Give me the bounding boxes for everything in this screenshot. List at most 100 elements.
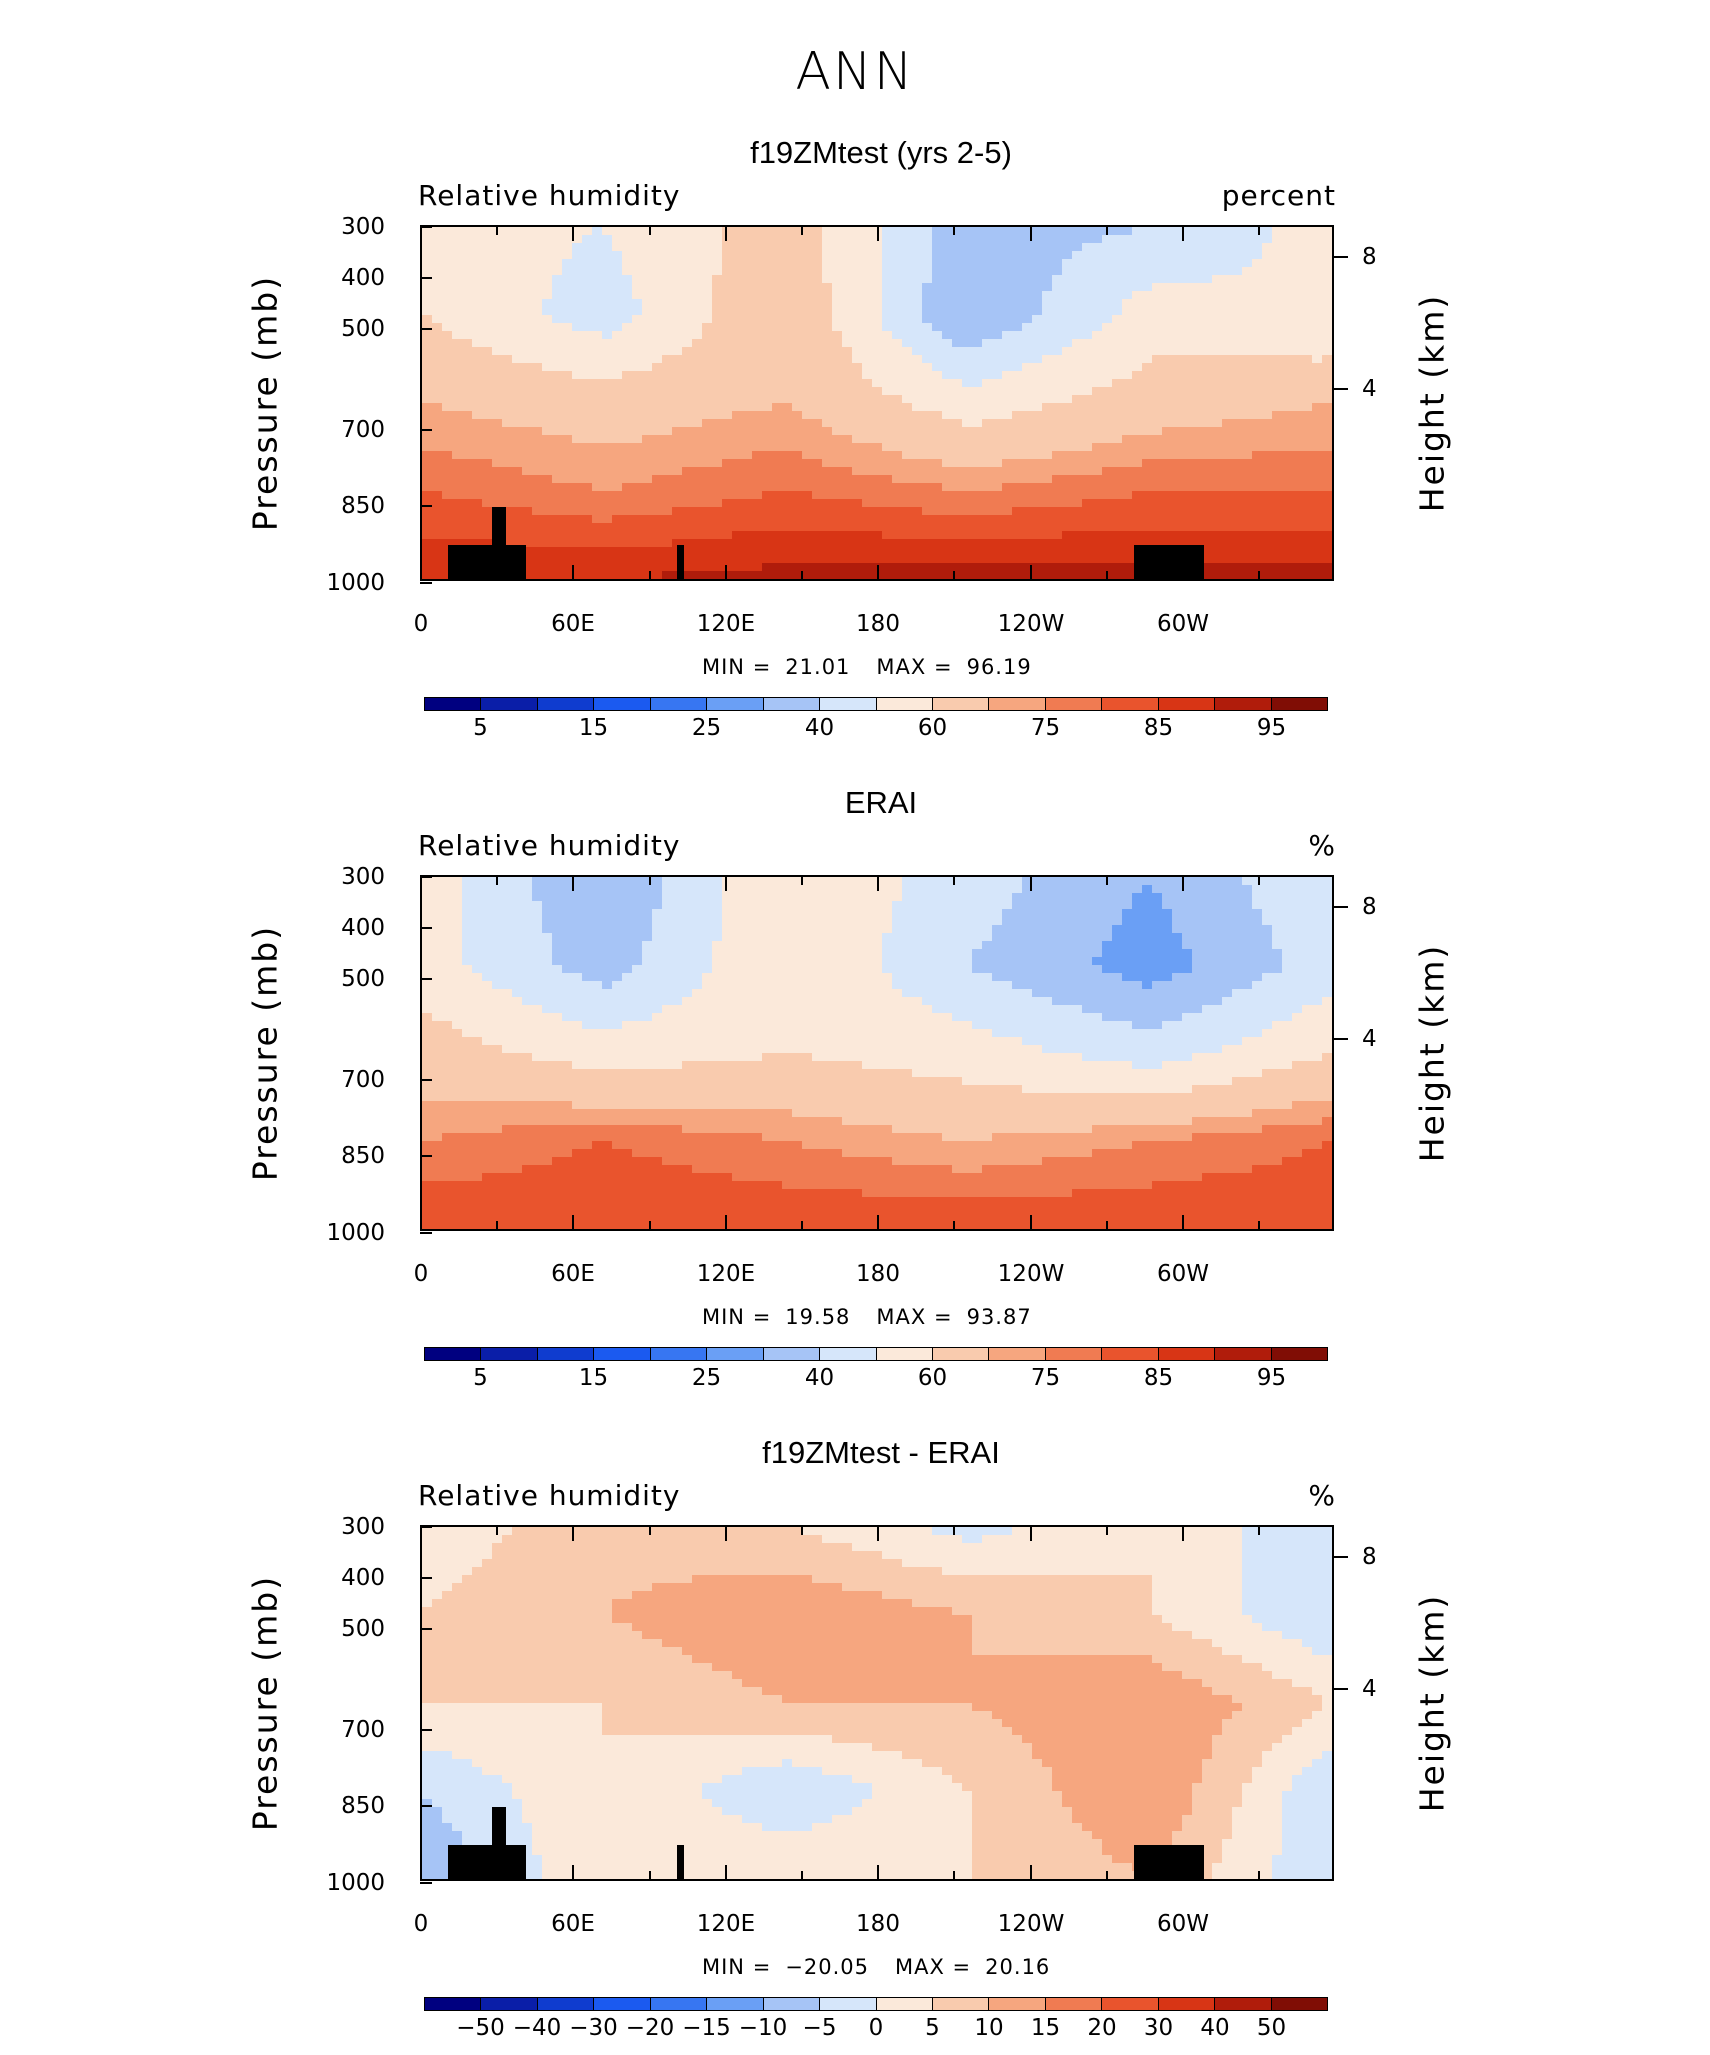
contour-cell xyxy=(1172,539,1183,548)
contour-cell xyxy=(1192,443,1203,452)
contour-cell xyxy=(1232,299,1243,308)
contour-cell xyxy=(802,507,813,516)
contour-cell xyxy=(1012,251,1023,260)
contour-cell xyxy=(1082,483,1093,492)
contour-cell xyxy=(862,507,873,516)
contour-cell xyxy=(622,893,633,902)
contour-cell xyxy=(1222,355,1233,364)
contour-cell xyxy=(1152,227,1163,236)
contour-cell xyxy=(722,499,733,508)
contour-cell xyxy=(1002,499,1013,508)
contour-cell xyxy=(1052,925,1063,934)
contour-cell xyxy=(732,347,743,356)
contour-cell xyxy=(1102,475,1113,484)
contour-cell xyxy=(1192,925,1203,934)
contour-cell xyxy=(512,275,523,284)
contour-cell xyxy=(542,259,553,268)
contour-cell xyxy=(442,563,453,572)
contour-cell xyxy=(812,539,823,548)
contour-cell xyxy=(642,259,653,268)
contour-cell xyxy=(992,483,1003,492)
contour-cell xyxy=(852,363,863,372)
contour-cell xyxy=(822,941,833,950)
contour-cell xyxy=(992,307,1003,316)
contour-cell xyxy=(912,459,923,468)
contour-cell xyxy=(1062,403,1073,412)
contour-cell xyxy=(452,403,463,412)
contour-cell xyxy=(822,339,833,348)
contour-cell xyxy=(592,331,603,340)
contour-cell xyxy=(782,443,793,452)
contour-cell xyxy=(742,403,753,412)
contour-cell xyxy=(582,363,593,372)
contour-cell xyxy=(1002,411,1013,420)
contour-cell xyxy=(1242,925,1253,934)
contour-cell xyxy=(982,547,993,556)
contour-cell xyxy=(882,893,893,902)
contour-cell xyxy=(612,251,623,260)
y-tick-mark xyxy=(420,429,432,431)
contour-cell xyxy=(1182,909,1193,918)
contour-cell xyxy=(1092,427,1103,436)
contour-cell xyxy=(682,571,693,579)
contour-cell xyxy=(562,475,573,484)
contour-cell xyxy=(1222,571,1233,579)
contour-cell xyxy=(542,275,553,284)
contour-cell xyxy=(632,515,643,524)
contour-cell xyxy=(1052,531,1063,540)
contour-cell xyxy=(942,371,953,380)
contour-cell xyxy=(1202,523,1213,532)
contour-cell xyxy=(492,435,503,444)
contour-cell xyxy=(452,491,463,500)
contour-cell xyxy=(1182,339,1193,348)
contour-cell xyxy=(432,949,443,958)
contour-cell xyxy=(862,917,873,926)
contour-cell xyxy=(502,467,513,476)
contour-cell xyxy=(742,571,753,579)
contour-cell xyxy=(1142,259,1153,268)
contour-cell xyxy=(532,893,543,902)
contour-cell xyxy=(1032,555,1043,564)
contour-cell xyxy=(702,243,713,252)
contour-cell xyxy=(1282,507,1293,516)
contour-cell xyxy=(482,941,493,950)
contour-cell xyxy=(1172,877,1183,886)
contour-cell xyxy=(692,483,703,492)
contour-cell xyxy=(1302,331,1313,340)
contour-cell xyxy=(852,403,863,412)
contour-cell xyxy=(792,355,803,364)
contour-cell xyxy=(542,515,553,524)
contour-cell xyxy=(632,403,643,412)
contour-cell xyxy=(1232,267,1243,276)
contour-cell xyxy=(1242,347,1253,356)
contour-cell xyxy=(472,483,483,492)
contour-cell xyxy=(642,499,653,508)
contour-cell xyxy=(1142,355,1153,364)
contour-cell xyxy=(1102,515,1113,524)
height-tick-mark xyxy=(1334,256,1348,258)
contour-cell xyxy=(552,547,563,556)
contour-cell xyxy=(612,901,623,910)
contour-cell xyxy=(492,885,503,894)
contour-cell xyxy=(1032,515,1043,524)
contour-cell xyxy=(1232,925,1243,934)
contour-cell xyxy=(1212,379,1223,388)
contour-cell xyxy=(732,949,743,958)
contour-cell xyxy=(682,483,693,492)
x-tick-mark xyxy=(496,571,498,581)
contour-cell xyxy=(1262,555,1273,564)
contour-cell xyxy=(712,267,723,276)
contour-cell xyxy=(682,917,693,926)
contour-cell xyxy=(782,339,793,348)
contour-cell xyxy=(722,925,733,934)
contour-cell xyxy=(1152,941,1163,950)
contour-cell xyxy=(432,885,443,894)
contour-cell xyxy=(902,901,913,910)
contour-cell xyxy=(922,547,933,556)
contour-cell xyxy=(612,243,623,252)
contour-cell xyxy=(1222,419,1233,428)
contour-cell xyxy=(442,339,453,348)
contour-cell xyxy=(822,371,833,380)
contour-cell xyxy=(532,515,543,524)
contour-cell xyxy=(982,499,993,508)
